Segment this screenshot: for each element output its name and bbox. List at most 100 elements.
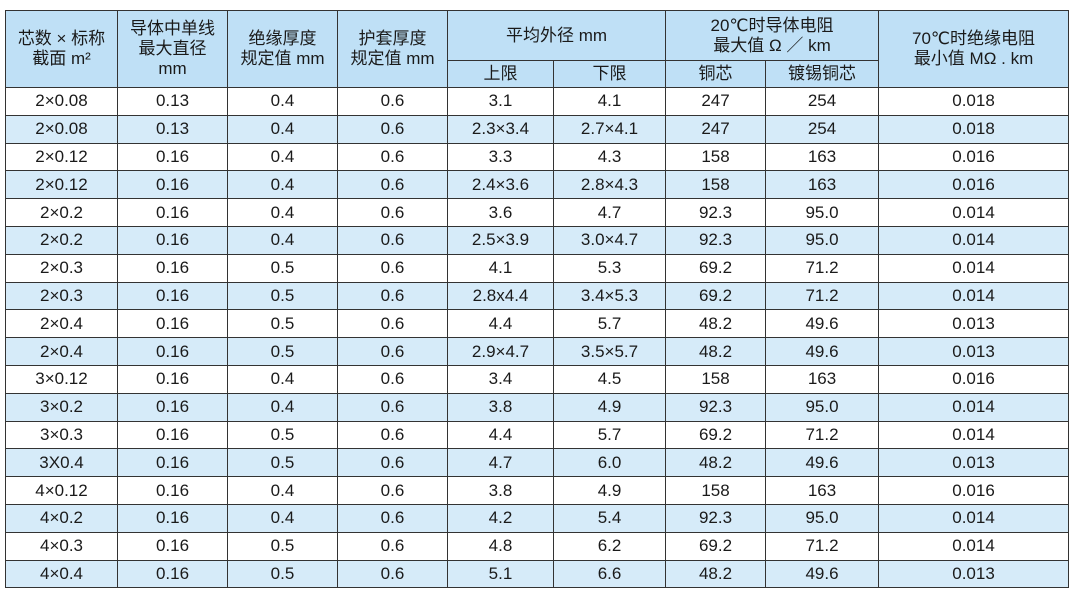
header-text: 20℃时导体电阻	[710, 15, 834, 35]
table-cell: 5.4	[552, 503, 667, 533]
table-cell: 49.6	[765, 337, 880, 366]
table-cell: 0.6	[337, 448, 448, 478]
table-row: 2×0.3 0.16 0.5 0.6 2.8x4.4 3.4×5.3 69.2 71.2 0.0…	[5, 281, 1070, 311]
header-text: 绝缘厚度	[248, 29, 317, 48]
table-cell: 0.6	[337, 114, 448, 144]
table-cell: 0.6	[337, 476, 448, 505]
table-cell: 0.16	[117, 170, 228, 200]
table-cell: 4.8	[447, 531, 554, 561]
table-cell: 0.5	[227, 559, 338, 589]
table-cell: 0.013	[878, 559, 1070, 589]
table-row: 3X0.4 0.16 0.5 0.6 4.7 6.0 48.2 49.6 0.013	[5, 448, 1070, 478]
table-row: 3×0.2 0.16 0.4 0.6 3.8 4.9 92.3 95.0 0.014	[5, 392, 1070, 422]
table-cell: 0.16	[117, 198, 228, 227]
table-cell: 71.2	[765, 253, 880, 283]
table-cell: 0.016	[878, 364, 1070, 394]
table-cell: 0.6	[337, 253, 448, 283]
table-cell: 3.6	[447, 198, 554, 227]
table-cell: 0.5	[227, 531, 338, 561]
table-cell: 0.5	[227, 420, 338, 450]
table-cell: 0.014	[878, 225, 1070, 255]
table-cell: 0.6	[337, 364, 448, 394]
table-cell: 0.018	[878, 114, 1070, 144]
table-row: 3×0.12 0.16 0.4 0.6 3.4 4.5 158 163 0.016	[5, 364, 1070, 394]
table-cell: 0.13	[117, 114, 228, 144]
header-cell: 70℃时绝缘电阻 最小值 MΩ . km	[878, 10, 1070, 88]
table-cell: 4.7	[552, 198, 667, 227]
table-cell: 2.3×3.4	[447, 114, 554, 144]
table-cell: 0.014	[878, 198, 1070, 227]
table-cell: 0.6	[337, 392, 448, 422]
table-cell: 48.2	[665, 309, 767, 339]
table-row: 2×0.3 0.16 0.5 0.6 4.1 5.3 69.2 71.2 0.014	[5, 253, 1070, 283]
header-text: 平均外径 mm	[505, 25, 608, 45]
subheader-cell: 下限	[552, 60, 667, 88]
table-cell: 0.6	[337, 87, 448, 116]
table-cell: 0.16	[117, 281, 228, 311]
table-cell: 4.4	[447, 309, 554, 339]
table-cell: 3.0×4.7	[552, 225, 667, 255]
table-cell: 3.4×5.3	[552, 281, 667, 311]
table-cell: 158	[665, 476, 767, 505]
table-cell: 0.16	[117, 420, 228, 450]
table-cell: 163	[765, 142, 880, 172]
table-cell: 0.6	[337, 420, 448, 450]
table-cell: 0.6	[337, 503, 448, 533]
table-cell: 48.2	[665, 448, 767, 478]
table-cell: 0.016	[878, 476, 1070, 505]
table-cell: 0.16	[117, 253, 228, 283]
table-cell: 5.3	[552, 253, 667, 283]
header-text: 导体中单线	[130, 19, 215, 38]
table-cell: 247	[665, 114, 767, 144]
table-cell: 0.013	[878, 337, 1070, 366]
table-cell: 2.9×4.7	[447, 337, 554, 366]
table-cell: 4.3	[552, 142, 667, 172]
table-cell: 2.5×3.9	[447, 225, 554, 255]
table-cell: 3×0.2	[5, 392, 118, 422]
table-cell: 4×0.2	[5, 503, 118, 533]
table-cell: 95.0	[765, 225, 880, 255]
table-cell: 0.4	[227, 392, 338, 422]
table-cell: 0.016	[878, 170, 1070, 200]
table-header: 芯数 × 标称 截面 m² 导体中单线 最大直径 mm 绝缘厚度 规定值 mm 护套厚度 规定值…	[5, 10, 1070, 88]
table-cell: 48.2	[665, 337, 767, 366]
header-text: 护套厚度	[358, 29, 427, 48]
table-cell: 4.1	[447, 253, 554, 283]
table-cell: 2×0.08	[5, 87, 118, 116]
table-cell: 4.5	[552, 364, 667, 394]
table-cell: 4.1	[552, 87, 667, 116]
header-cell: 20℃时导体电阻 最大值 Ω ／ km	[665, 10, 880, 61]
table-cell: 95.0	[765, 198, 880, 227]
table-cell: 92.3	[665, 198, 767, 227]
table-cell: 0.6	[337, 198, 448, 227]
table-cell: 4.2	[447, 503, 554, 533]
table-cell: 3.8	[447, 476, 554, 505]
subheader-cell: 铜芯	[665, 60, 767, 88]
table-cell: 2×0.2	[5, 225, 118, 255]
table-cell: 0.16	[117, 309, 228, 339]
table-cell: 3×0.3	[5, 420, 118, 450]
table-cell: 0.4	[227, 364, 338, 394]
header-cell: 护套厚度 规定值 mm	[337, 10, 448, 88]
table-cell: 69.2	[665, 531, 767, 561]
table-cell: 92.3	[665, 392, 767, 422]
table-row: 3×0.3 0.16 0.5 0.6 4.4 5.7 69.2 71.2 0.014	[5, 420, 1070, 450]
table-cell: 2×0.3	[5, 253, 118, 283]
table-cell: 0.5	[227, 448, 338, 478]
table-cell: 5.1	[447, 559, 554, 589]
header-text: 截面 m²	[32, 49, 91, 68]
header-cell: 平均外径 mm	[446, 10, 667, 61]
table-cell: 0.014	[878, 392, 1070, 422]
table-cell: 0.16	[117, 448, 228, 478]
table-cell: 0.16	[117, 559, 228, 589]
table-cell: 3×0.12	[5, 364, 118, 394]
table-cell: 0.4	[227, 142, 338, 172]
table-cell: 49.6	[765, 309, 880, 339]
table-cell: 0.6	[337, 142, 448, 172]
table-cell: 4.9	[552, 476, 667, 505]
table-cell: 0.6	[337, 225, 448, 255]
table-row: 2×0.12 0.16 0.4 0.6 3.3 4.3 158 163 0.016	[5, 142, 1070, 172]
table-cell: 69.2	[665, 420, 767, 450]
table-cell: 0.4	[227, 198, 338, 227]
table-cell: 71.2	[765, 420, 880, 450]
